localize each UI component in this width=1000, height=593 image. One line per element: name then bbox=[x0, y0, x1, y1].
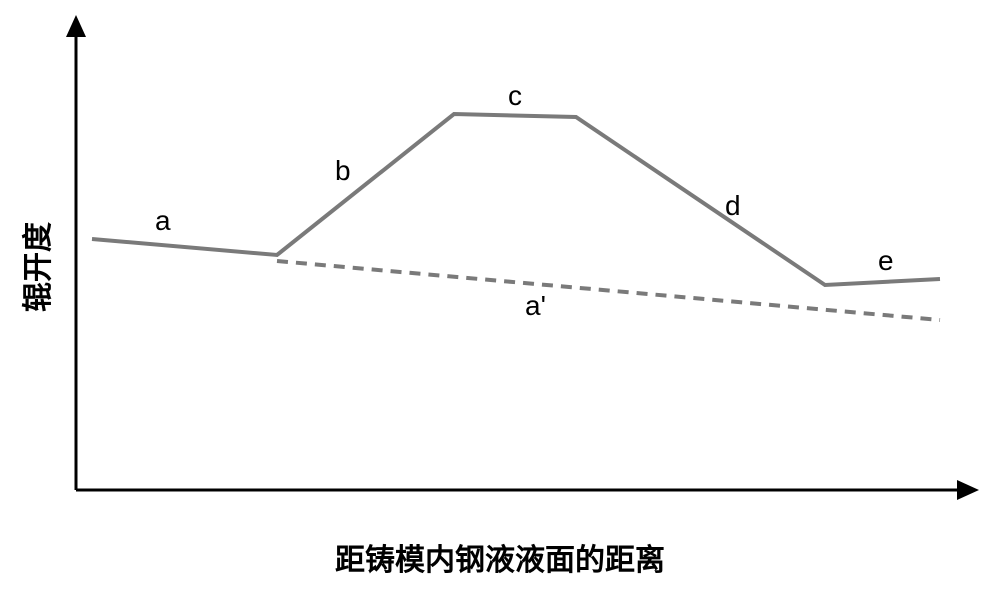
x-axis-label: 距铸模内钢液液面的距离 bbox=[335, 535, 665, 579]
chart-container: 辊开度 距铸模内钢液液面的距离 a b c d e a' bbox=[0, 0, 1000, 593]
point-label-b: b bbox=[335, 155, 351, 187]
y-axis-label: 辊开度 bbox=[13, 222, 57, 312]
point-label-a: a bbox=[155, 205, 171, 237]
point-label-c: c bbox=[508, 80, 522, 112]
point-label-aprime: a' bbox=[525, 290, 546, 322]
chart-svg bbox=[0, 0, 1000, 593]
point-label-e: e bbox=[878, 245, 894, 277]
point-label-d: d bbox=[725, 190, 741, 222]
